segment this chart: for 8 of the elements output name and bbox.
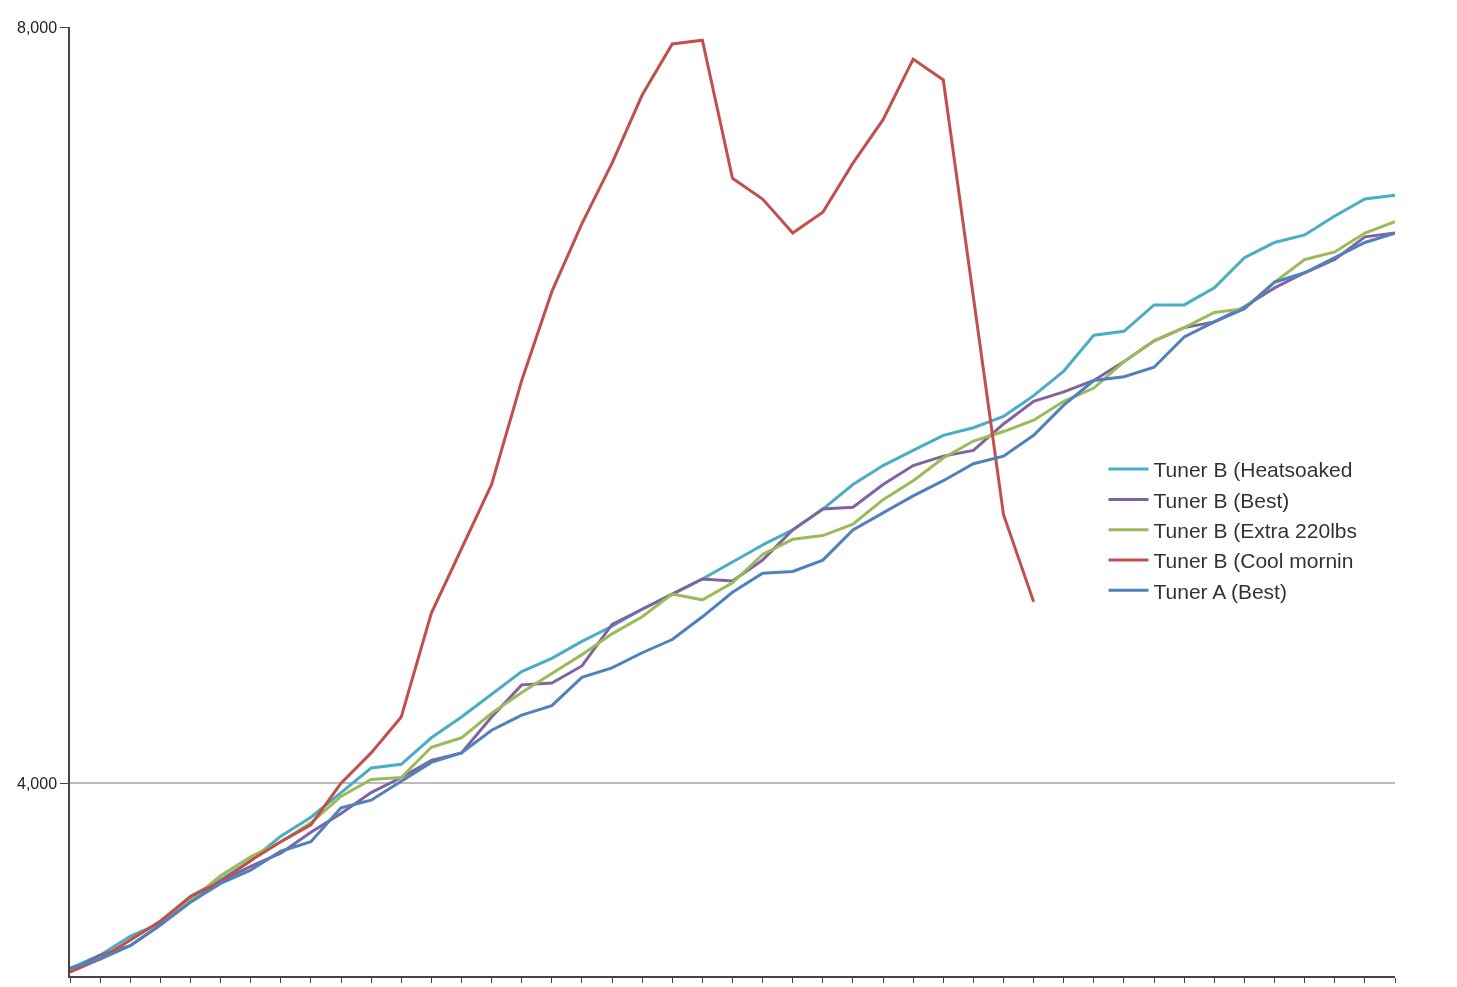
legend-label: Tuner A (Best) — [1153, 579, 1287, 603]
legend-label: Tuner B (Best) — [1153, 488, 1290, 512]
legend-label: Tuner B (Heatsoaked — [1153, 458, 1353, 482]
line-series — [70, 38, 1036, 974]
y-tick-label: 4,000 — [17, 774, 58, 792]
legend-label: Tuner B (Extra 220lbs — [1153, 518, 1357, 542]
y-tick-label: 8,000 — [17, 18, 58, 36]
legend-label: Tuner B (Cool mornin — [1153, 549, 1354, 573]
